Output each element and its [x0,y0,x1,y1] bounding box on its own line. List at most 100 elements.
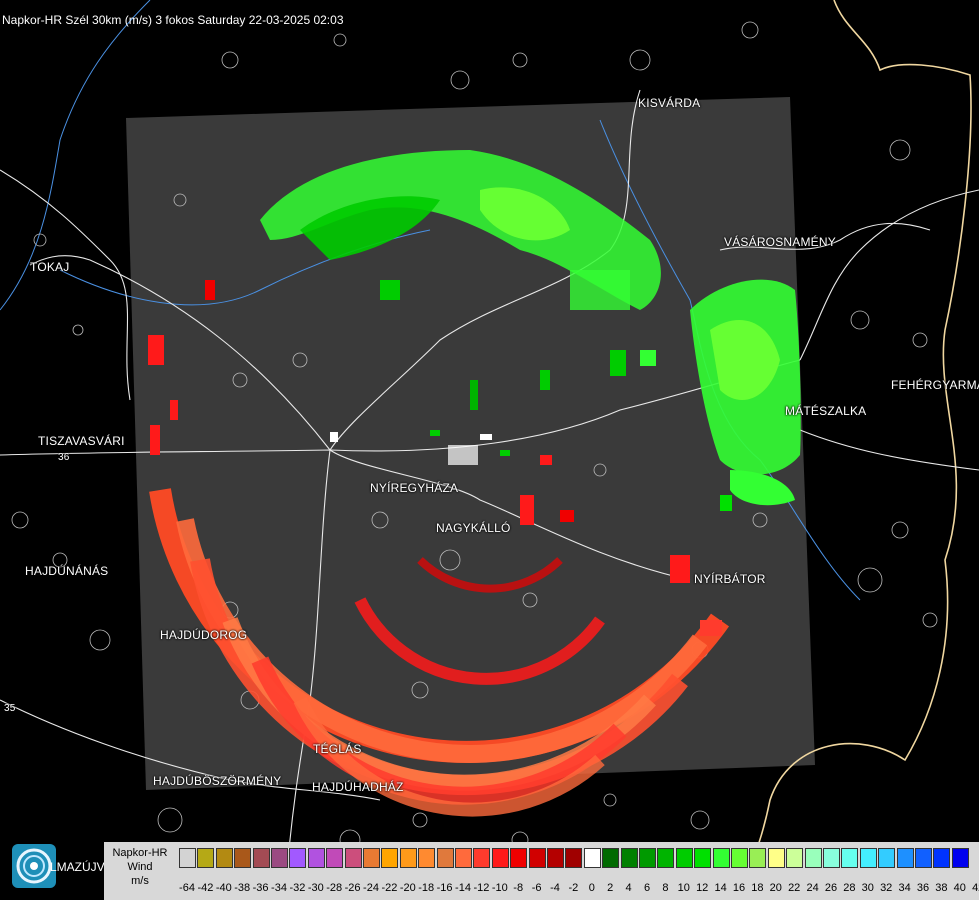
map-title: Napkor-HR Szél 30km (m/s) 3 fokos Saturd… [2,13,344,27]
legend-swatch [491,848,509,868]
legend-swatch [933,848,951,868]
legend-swatch [731,848,748,868]
legend-swatch [823,848,840,868]
legend-swatch [271,848,288,868]
legend-label: -10 [491,882,508,894]
legend-label: 28 [843,882,856,894]
legend-swatch [547,848,564,868]
legend-label: -26 [344,882,361,894]
legend-swatch [307,848,325,868]
legend-label: 16 [732,882,746,894]
legend-label: -32 [289,882,306,894]
legend-title-line1: Napkor-HR [112,847,168,859]
city-label-hajdunanas: HAJDÚNÁNÁS [25,564,109,578]
legend-swatch [767,848,785,868]
legend-swatch [602,848,620,868]
legend-swatch [657,848,675,868]
legend-label: -34 [271,882,287,894]
legend-swatch [436,848,454,868]
legend-label: -12 [473,882,490,894]
legend-label: 20 [769,882,782,894]
city-label-kisvarda: KISVÁRDA [638,96,701,110]
legend-label: 22 [788,882,801,894]
legend-swatch [289,848,307,868]
legend-label: 32 [880,882,893,894]
radar-echo-red-patches [148,280,722,636]
legend-label: 8 [662,882,669,894]
legend-swatch [639,848,656,868]
city-label-tiszavasvari: TISZAVASVÁRI [38,434,125,448]
legend-swatch [234,848,252,868]
legend-swatch [620,848,638,868]
river [0,0,151,311]
legend-label: -6 [531,882,542,894]
partial-city-label: LMAZÚJVÁR [50,860,122,874]
city-label-mateszalka: MÁTÉSZALKA [785,404,867,418]
legend-label: -20 [399,882,416,894]
city-label-fehergyarmat: FEHÉRGYARMA [891,378,979,392]
legend-label: 30 [861,882,874,894]
legend-label: -28 [326,882,343,894]
legend-swatch [786,848,804,868]
wind-color-legend: Napkor-HR Wind m/s -64 -4 2 -40 -38 -36 -34 -32… [104,842,979,900]
legend-label: -2 [568,882,579,894]
legend-swatch [528,848,546,868]
legend-swatch [878,848,896,868]
legend-swatch [510,848,528,868]
legend-swatch [749,848,767,868]
legend-swatch [915,848,932,868]
legend-label: -36 [252,882,269,894]
legend-label: 42 [972,882,979,894]
legend-swatch [399,848,417,868]
legend-label: -8 [513,882,524,894]
legend-label: 36 [916,882,930,894]
city-label-hajduhadhaz: HAJDÚHADHÁZ [312,780,404,794]
legend-swatch [951,848,969,868]
legend-swatch [252,848,270,868]
legend-label: 2 [607,882,614,894]
legend-title: Napkor-HR Wind m/s [104,842,176,888]
legend-swatch [859,848,877,868]
country-border [734,0,972,900]
city-label-tokaj: TOKAJ [30,260,70,274]
legend-swatch [804,848,822,868]
legend-label: -38 [234,882,251,894]
city-label-nyirbator: NYÍRBÁTOR [694,572,766,586]
road-number-36: 36 [58,452,70,463]
legend-label: 26 [824,882,838,894]
legend-swatch [344,848,362,868]
legend-swatch [841,848,859,868]
legend-label: -40 [215,882,232,894]
legend-label: 6 [643,882,651,894]
legend-label: -64 [179,882,195,894]
legend-label: -14 [455,882,471,894]
legend-label: 38 [935,882,948,894]
legend-label: 34 [898,882,911,894]
city-label-hajdudorog: HAJDÚDOROG [160,628,248,642]
legend-swatch [896,848,914,868]
legend-title-line2: Wind [127,861,153,873]
city-label-vasarosnameny: VÁSÁROSNAMÉNY [724,235,836,249]
legend-label: 10 [677,882,690,894]
legend-swatch [326,848,344,868]
legend-label: -4 [550,882,560,894]
legend-label: -16 [436,882,453,894]
legend-swatch [473,848,491,868]
legend-swatch [675,848,693,868]
legend-label: -22 [381,882,398,894]
legend-swatch [363,848,380,868]
legend-swatch [712,848,730,868]
legend-label: 24 [806,882,819,894]
legend-label: 40 [953,882,966,894]
city-label-hajduboszormeny: HAJDÚBÖSZÖRMÉNY [153,774,282,788]
legend-label: 14 [714,882,727,894]
city-label-nyiregyhaza: NYÍREGYHÁZA [370,481,459,495]
legend-label: -30 [307,882,324,894]
city-label-teglas: TÉGLÁS [313,742,362,756]
legend-title-line3: m/s [131,875,149,887]
radar-echo-incoming [260,150,801,511]
legend-swatch [179,848,196,868]
legend-swatch [381,848,399,868]
legend-swatch [694,848,712,868]
